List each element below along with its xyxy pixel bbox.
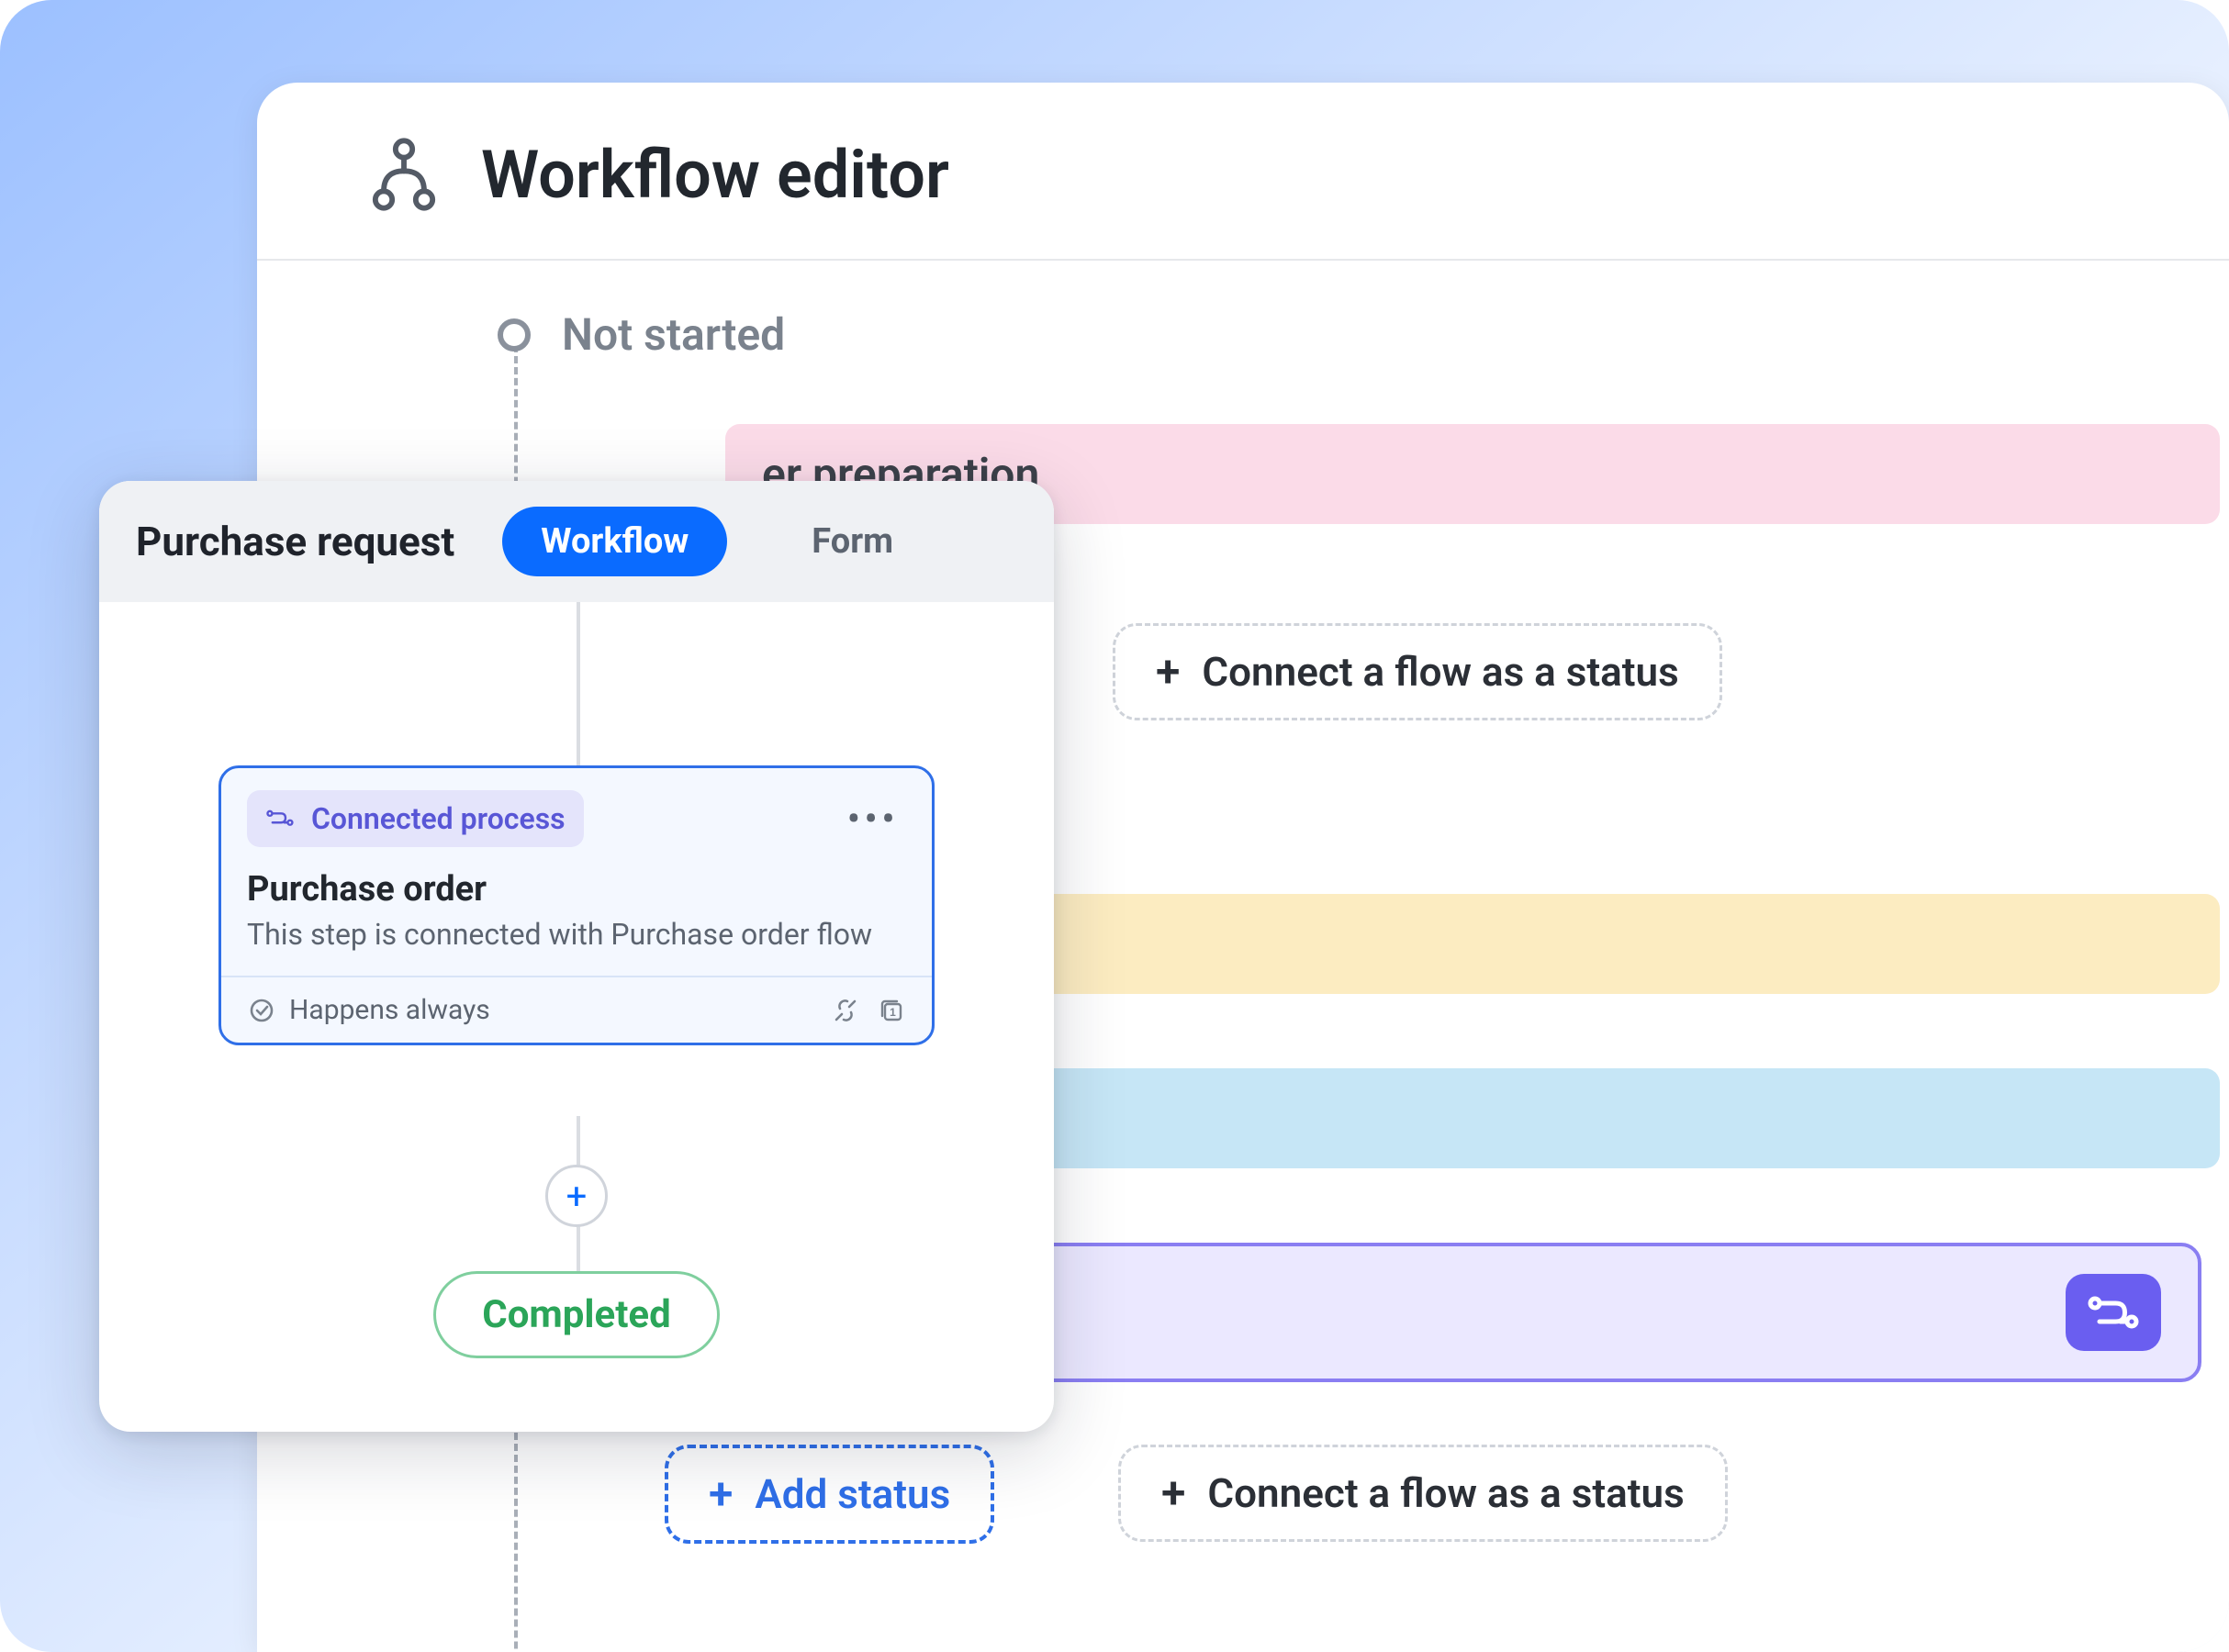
plus-icon: + [1161, 1471, 1185, 1515]
panel-tabs: Workflow Form [502, 507, 932, 576]
node-title: Purchase order [221, 847, 932, 917]
add-node-button[interactable]: + [545, 1165, 608, 1227]
panel-spine [577, 602, 580, 767]
editor-title: Workflow editor [481, 136, 949, 214]
plus-icon: + [1156, 650, 1180, 694]
condition-icon [247, 996, 276, 1025]
connect-flow-label: Connect a flow as a status [1202, 648, 1678, 696]
connect-flow-button[interactable]: + Connect a flow as a status [1113, 623, 1722, 720]
panel-header: Purchase request Workflow Form [99, 481, 1054, 602]
panel-body: Connected process ••• Purchase order Thi… [99, 602, 1054, 1432]
start-label: Not started [562, 308, 785, 361]
completed-status[interactable]: Completed [433, 1271, 720, 1358]
more-menu-button[interactable]: ••• [839, 795, 906, 843]
unlink-icon[interactable] [831, 996, 860, 1025]
connected-process-card[interactable]: Connected process ••• Purchase order Thi… [218, 765, 935, 1045]
svg-text:1: 1 [890, 1006, 896, 1019]
start-node: Not started [498, 308, 785, 361]
connect-flow-button[interactable]: + Connect a flow as a status [1118, 1445, 1728, 1542]
editor-header: Workflow editor [257, 83, 2229, 261]
start-circle-icon [498, 318, 531, 352]
tab-form[interactable]: Form [773, 507, 932, 576]
tab-workflow[interactable]: Workflow [502, 507, 727, 576]
instance-count-icon[interactable]: 1 [877, 996, 906, 1025]
workflow-editor-icon [364, 134, 444, 215]
connected-flow-badge[interactable] [2066, 1274, 2161, 1351]
chip-label: Connected process [311, 801, 566, 836]
purchase-request-panel: Purchase request Workflow Form [99, 481, 1054, 1432]
node-description: This step is connected with Purchase ord… [221, 917, 932, 976]
plus-icon: + [709, 1472, 733, 1516]
panel-title: Purchase request [136, 518, 454, 565]
node-footer-label: Happens always [289, 994, 490, 1026]
plus-icon: + [566, 1175, 588, 1218]
add-status-button[interactable]: + Add status [665, 1445, 994, 1544]
add-status-label: Add status [755, 1470, 950, 1518]
connected-process-chip: Connected process [247, 790, 584, 847]
workflow-canvas[interactable]: Not started er preparation + Connect a f… [257, 261, 2229, 312]
outer-frame: Workflow editor Not started er preparati… [0, 0, 2229, 1652]
connect-flow-label: Connect a flow as a status [1207, 1469, 1684, 1517]
node-footer: Happens always [221, 976, 932, 1043]
